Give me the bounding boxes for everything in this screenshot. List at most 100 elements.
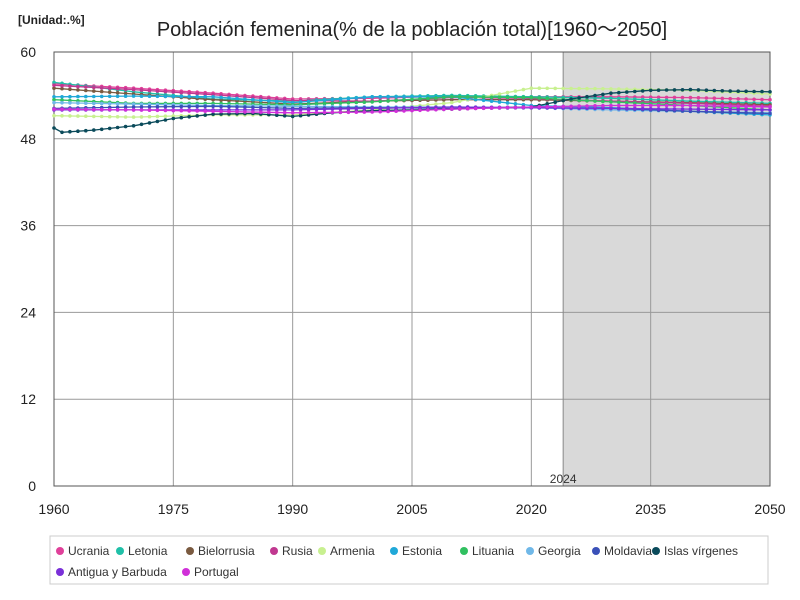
data-point	[625, 103, 629, 108]
legend-item: Islas vírgenes	[652, 544, 738, 558]
data-point	[752, 111, 756, 115]
data-point	[227, 98, 231, 103]
data-point	[442, 107, 446, 112]
data-point	[537, 86, 542, 90]
data-point	[92, 94, 96, 99]
data-point	[115, 125, 120, 130]
data-point	[235, 96, 239, 101]
data-point	[354, 110, 359, 114]
data-point	[314, 102, 319, 106]
data-point	[664, 103, 669, 108]
data-point	[768, 97, 772, 102]
data-point	[179, 94, 184, 99]
data-point	[426, 108, 430, 112]
data-point	[728, 107, 732, 112]
data-point	[370, 95, 375, 99]
data-point	[84, 94, 88, 99]
data-point	[298, 113, 303, 118]
data-point	[402, 95, 406, 99]
data-point	[720, 96, 725, 101]
data-point	[203, 109, 207, 113]
data-point	[115, 86, 120, 91]
data-point	[640, 106, 645, 111]
data-point	[601, 87, 605, 91]
legend-item: Georgia	[526, 544, 581, 558]
data-point	[259, 110, 263, 114]
data-point	[696, 107, 701, 111]
data-point	[107, 90, 112, 94]
data-point	[545, 102, 549, 106]
data-point	[163, 118, 168, 122]
data-point	[386, 109, 390, 114]
data-point	[513, 89, 518, 93]
data-point	[640, 89, 645, 93]
legend-label: Lituania	[472, 544, 514, 558]
data-point	[76, 129, 80, 133]
data-point	[426, 96, 430, 101]
data-point	[553, 104, 557, 109]
data-point	[625, 100, 629, 105]
data-point	[712, 104, 717, 108]
data-point	[664, 107, 669, 111]
data-point	[322, 107, 327, 112]
data-point	[744, 97, 748, 101]
data-point	[179, 108, 184, 113]
data-point	[99, 86, 104, 90]
data-point	[521, 105, 526, 109]
data-point	[481, 106, 486, 111]
data-point	[354, 100, 359, 105]
data-point	[720, 89, 725, 93]
data-point	[139, 115, 144, 119]
data-point	[410, 97, 414, 102]
data-point	[672, 103, 677, 108]
data-point	[712, 110, 717, 114]
data-point	[203, 113, 207, 117]
data-point	[195, 104, 199, 109]
data-point	[601, 106, 605, 111]
data-point	[139, 94, 144, 98]
data-point	[330, 107, 335, 111]
data-point	[513, 105, 518, 110]
data-point	[609, 96, 613, 101]
data-point	[131, 94, 136, 98]
data-point	[354, 106, 359, 111]
data-point	[99, 89, 104, 94]
legend-label: Portugal	[194, 565, 239, 579]
data-point	[322, 98, 327, 103]
data-point	[60, 83, 64, 88]
data-point	[68, 94, 72, 99]
data-point	[123, 87, 128, 91]
plot-area: 0 12 24 36 48 60 1960 1975 1990 2005 2020 2035 2050 2…	[20, 44, 785, 517]
data-point	[123, 91, 128, 96]
data-point	[378, 109, 383, 114]
data-point	[720, 110, 725, 114]
data-point	[115, 102, 120, 106]
data-point	[370, 110, 375, 114]
data-point	[362, 95, 367, 100]
data-point	[585, 94, 589, 99]
data-point	[505, 95, 510, 100]
data-point	[648, 95, 653, 99]
legend-label: Letonia	[128, 544, 168, 558]
data-point	[577, 96, 581, 100]
data-point	[545, 96, 549, 101]
data-point	[60, 95, 64, 99]
data-point	[306, 107, 311, 112]
data-point	[227, 96, 231, 100]
data-point	[744, 111, 748, 115]
data-point	[123, 124, 128, 129]
data-point	[457, 107, 462, 111]
data-point	[219, 109, 223, 114]
data-point	[99, 101, 104, 106]
data-point	[187, 104, 191, 109]
legend-label: Georgia	[538, 544, 581, 558]
data-point	[601, 96, 605, 100]
data-point	[107, 94, 112, 99]
data-point	[163, 94, 168, 99]
data-point	[84, 107, 88, 112]
data-point	[147, 105, 152, 109]
data-point	[728, 96, 732, 101]
data-point	[625, 87, 629, 91]
data-point	[195, 91, 199, 96]
